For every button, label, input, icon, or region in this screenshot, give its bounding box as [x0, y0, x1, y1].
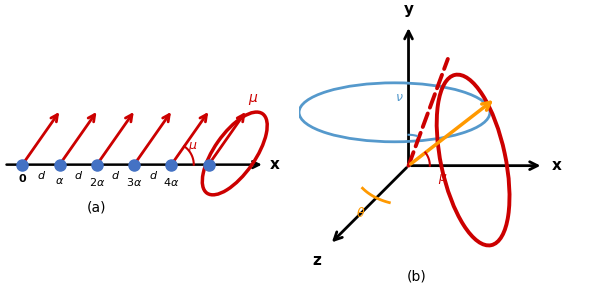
Text: $4\alpha$: $4\alpha$	[163, 176, 179, 188]
Text: $\mu$: $\mu$	[248, 92, 258, 107]
Text: d: d	[112, 171, 119, 181]
Text: y: y	[404, 2, 414, 17]
Text: (a): (a)	[87, 201, 107, 215]
Text: x: x	[552, 158, 562, 173]
Text: $3\alpha$: $3\alpha$	[126, 176, 142, 188]
Text: $2\alpha$: $2\alpha$	[88, 176, 105, 188]
Text: x: x	[270, 157, 280, 172]
Text: $\alpha$: $\alpha$	[55, 176, 64, 186]
Text: d: d	[75, 171, 82, 181]
Text: (b): (b)	[407, 270, 427, 284]
Text: $\theta$: $\theta$	[356, 206, 365, 220]
Text: $\mu$: $\mu$	[188, 140, 198, 154]
Text: d: d	[149, 171, 156, 181]
Text: $\mu$: $\mu$	[438, 172, 447, 186]
Text: $\nu$: $\nu$	[395, 91, 404, 104]
Text: 0: 0	[18, 174, 26, 184]
Text: d: d	[37, 171, 45, 181]
Text: z: z	[313, 253, 322, 268]
